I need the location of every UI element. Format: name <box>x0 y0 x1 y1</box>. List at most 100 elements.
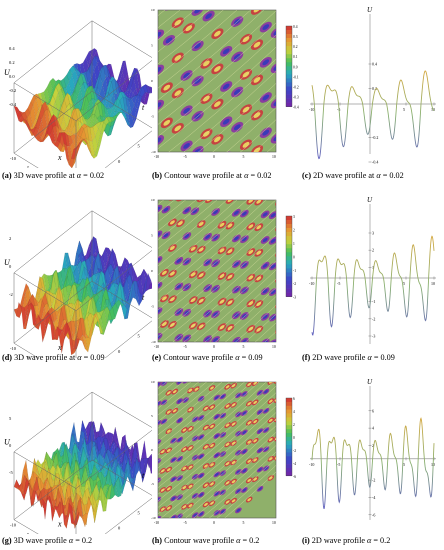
legend-tick-label: 2 <box>293 228 295 232</box>
contour-core <box>219 273 225 279</box>
contour-core <box>256 327 262 332</box>
contour-line <box>235 305 276 342</box>
legend-swatch <box>286 284 292 289</box>
contour-core <box>253 147 261 152</box>
contour-core <box>163 207 169 212</box>
contour-core <box>220 490 225 494</box>
contour-core <box>213 261 219 266</box>
contour-core <box>171 439 176 443</box>
u-tick-label: 2 <box>9 236 11 241</box>
x-tick-label: 5 <box>403 462 405 467</box>
contour-core <box>279 427 284 431</box>
contour-core <box>241 313 247 319</box>
legend-swatch <box>286 413 292 418</box>
contour-core <box>183 398 188 402</box>
legend-tick-label: 0.4 <box>293 25 298 29</box>
x-tick-label: -10 <box>10 156 17 161</box>
contour-core <box>176 258 182 263</box>
contour-core <box>158 421 160 425</box>
contour-line <box>158 382 267 475</box>
contour-x-tick-label: 5 <box>243 155 245 159</box>
legend-swatch <box>286 94 292 99</box>
contour-core <box>162 400 166 404</box>
box-edge <box>75 250 152 311</box>
contour-line <box>158 200 186 223</box>
contour-core <box>236 489 241 493</box>
contour-core <box>219 222 225 227</box>
t-axis-label: t <box>142 471 145 480</box>
contour-core <box>256 225 262 230</box>
contour-blob <box>158 204 163 213</box>
legend-swatch <box>286 398 292 403</box>
contour-core <box>273 29 276 36</box>
contour-core <box>188 523 193 527</box>
contour-core <box>253 382 258 385</box>
legend-swatch <box>286 228 292 233</box>
x-tick-label: -5 <box>337 281 340 286</box>
contour-core <box>214 511 219 515</box>
contour-core <box>204 464 208 468</box>
contour-core <box>227 249 233 254</box>
contour-blob <box>270 132 276 144</box>
contour-line <box>158 10 276 113</box>
contour-y-tick-label: -10 <box>151 150 156 154</box>
contour-core <box>158 478 160 482</box>
legend-swatch <box>286 34 292 39</box>
contour-core <box>253 439 258 443</box>
legend-swatch <box>286 78 292 83</box>
contour-blob <box>158 419 162 426</box>
legend-swatch <box>286 436 292 442</box>
contour-line <box>158 10 238 77</box>
contour-blob <box>150 390 158 398</box>
legend-swatch <box>286 264 292 269</box>
legend-swatch <box>286 276 292 281</box>
contour-core <box>214 434 219 438</box>
contour-core <box>268 438 273 442</box>
contour-line <box>158 200 197 232</box>
contour-blob <box>273 382 276 384</box>
contour-core <box>206 200 212 202</box>
legend-frame <box>285 215 293 297</box>
contour-line <box>153 190 281 200</box>
legend-swatch <box>286 46 292 51</box>
contour-line <box>153 152 281 169</box>
contour-core <box>150 48 154 56</box>
contour-core <box>171 477 176 481</box>
contour-core <box>270 315 276 320</box>
t-tick-label: 0 <box>118 159 121 164</box>
contour-core <box>242 106 250 113</box>
contour-core <box>268 476 273 480</box>
contour-core <box>176 309 182 315</box>
contour-core <box>225 519 230 523</box>
legend-swatch <box>286 272 292 277</box>
contour-plot-b: -10 -5 0 5 10 -10 -5 0 5 10 0.4 0.3 0.2 0.1 0.0 -0.1 -0.… <box>150 8 299 169</box>
legend-tick-label: -0.2 <box>293 85 299 89</box>
surface-patch <box>112 302 119 320</box>
contour-core <box>203 60 210 67</box>
contour-core <box>163 84 171 91</box>
contour-core <box>158 31 162 38</box>
contour-line <box>158 10 210 53</box>
contour-core <box>231 460 236 464</box>
contour-core <box>231 384 236 388</box>
contour-core <box>262 212 268 217</box>
contour-line <box>158 10 265 101</box>
contour-core <box>242 469 247 473</box>
u-axis-label: U <box>367 196 373 204</box>
contour-core <box>188 504 193 508</box>
contour-core <box>151 430 156 434</box>
contour-core <box>281 117 290 125</box>
contour-core <box>270 264 276 269</box>
surface-patch <box>94 145 101 157</box>
legend-swatch <box>286 452 292 457</box>
y-tick-label: -0.2 <box>372 135 378 140</box>
surface-patch <box>76 338 83 349</box>
contour-line <box>185 438 276 518</box>
contour-blob <box>150 242 157 253</box>
contour-core <box>166 506 171 510</box>
contour-line <box>183 71 276 152</box>
contour-core <box>220 433 225 437</box>
contour-blob <box>250 10 264 15</box>
contour-x-tick-label: 5 <box>243 521 245 525</box>
surface-mesh <box>13 420 152 529</box>
